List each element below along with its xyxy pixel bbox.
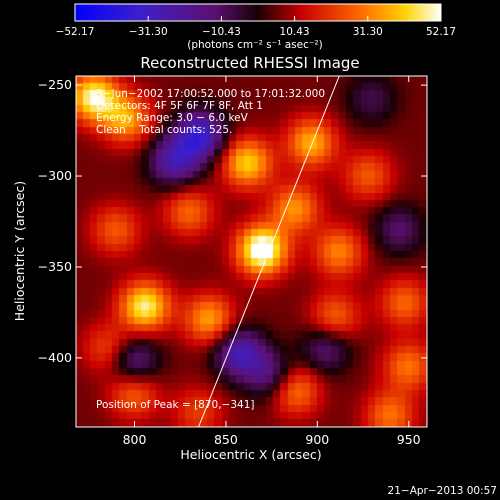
x-axis-ticks: 800 850 900 950 bbox=[123, 76, 421, 447]
colorbar-tick-label: 31.30 bbox=[353, 26, 383, 38]
date-stamp: 21−Apr−2013 00:57 bbox=[388, 485, 497, 497]
colorbar-tick-label: −31.30 bbox=[129, 26, 168, 38]
annotation-clean-counts: Clean Total counts: 525. bbox=[96, 124, 232, 136]
annotation-time-range: 3−Jun−2002 17:00:52.000 to 17:01:32.000 bbox=[96, 88, 325, 100]
annotation-detectors: Detectors: 4F 5F 6F 7F 8F, Att 1 bbox=[96, 100, 263, 112]
heatmap-area bbox=[76, 76, 427, 427]
colorbar-ticks: −52.17 −31.30 −10.43 10.43 31.30 52.17 bbox=[56, 16, 456, 38]
x-tick-label: 950 bbox=[397, 432, 421, 447]
annotation-energy-range: Energy Range: 3.0 − 6.0 keV bbox=[96, 112, 249, 124]
colorbar-tick-label: 10.43 bbox=[280, 26, 310, 38]
y-axis-label: Heliocentric Y (arcsec) bbox=[12, 181, 27, 321]
y-tick-label: −300 bbox=[38, 168, 72, 183]
x-tick-label: 800 bbox=[123, 432, 147, 447]
colorbar-tick-label: 52.17 bbox=[426, 26, 456, 38]
colorbar-tick-label: −10.43 bbox=[202, 26, 241, 38]
peak-position-label: Position of Peak = [870,−341] bbox=[96, 399, 255, 411]
x-tick-label: 850 bbox=[214, 432, 238, 447]
colorbar-tick-label: −52.17 bbox=[56, 26, 95, 38]
y-axis-ticks: −250 −300 −350 −400 bbox=[38, 77, 427, 365]
chart-title: Reconstructed RHESSI Image bbox=[140, 54, 359, 72]
y-tick-label: −350 bbox=[38, 259, 72, 274]
solar-limb-line bbox=[198, 76, 340, 427]
x-axis-label: Heliocentric X (arcsec) bbox=[180, 447, 321, 462]
plot-frame bbox=[75, 75, 428, 428]
y-tick-label: −250 bbox=[38, 77, 72, 92]
x-tick-label: 900 bbox=[305, 432, 329, 447]
colorbar-units-label: (photons cm⁻² s⁻¹ asec⁻²) bbox=[187, 39, 322, 51]
y-tick-label: −400 bbox=[38, 350, 72, 365]
colorbar bbox=[74, 3, 442, 22]
